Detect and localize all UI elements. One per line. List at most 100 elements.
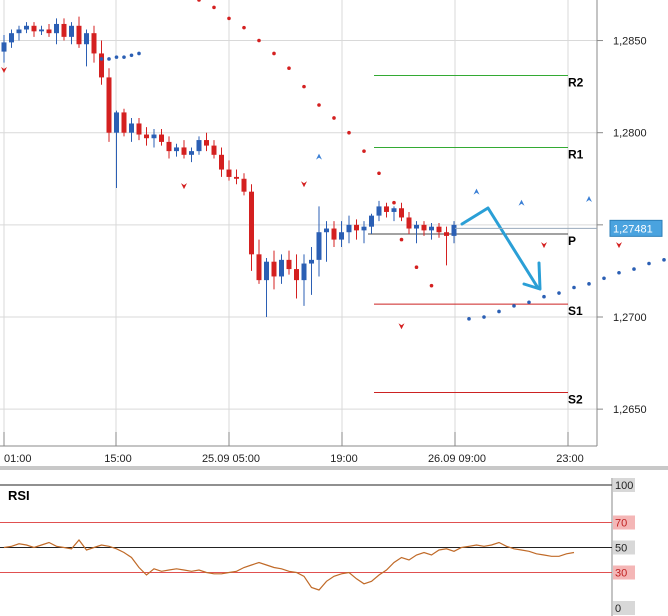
psar-dot-down [287, 66, 291, 70]
rsi-axis: 100 70 50 30 0 [613, 478, 635, 615]
psar-dot-up [617, 270, 621, 275]
candle-body [219, 154, 224, 170]
forecast-arrow-head [522, 261, 542, 291]
candle-body [444, 232, 449, 236]
psar-dot-down [414, 265, 419, 270]
psar-dot-down [272, 51, 276, 56]
forecast-arrow [460, 206, 542, 291]
psar-dot-up [587, 282, 591, 286]
rsi-tick-label: 50 [615, 543, 627, 555]
psar-dot-up [647, 261, 651, 266]
rsi-tick-box [613, 540, 635, 555]
psar-dot-up [527, 300, 531, 305]
candle-body [421, 224, 427, 231]
candle-body [114, 112, 119, 133]
fractal-up-marker [518, 199, 525, 206]
candle-body [151, 134, 157, 139]
candle-body [234, 176, 239, 179]
psar-dot-up [557, 291, 561, 295]
forecast-arrow-path [460, 206, 540, 290]
candle-body [136, 123, 142, 135]
psar-dot-up [114, 55, 119, 59]
pivot-label-r1: R1 [568, 147, 584, 161]
candle-body [331, 228, 337, 240]
time-tick-label: 15:00 [104, 453, 132, 465]
candle-body [159, 134, 164, 142]
psar-dot-down [392, 200, 396, 205]
psar-dot-down [242, 25, 246, 30]
candle-body [249, 191, 254, 255]
psar-dot-down [212, 5, 216, 10]
candle-body [361, 226, 367, 231]
candle-body [106, 77, 112, 133]
psar-dot-up [129, 53, 134, 58]
price-tick-label: 1,2850 [613, 36, 647, 48]
candle-body [316, 232, 322, 260]
candle-body [339, 232, 344, 240]
candle-body [99, 53, 104, 78]
price-plot-area [0, 0, 597, 446]
current-price-box [609, 219, 663, 237]
fractal-up-marker [316, 153, 322, 160]
price-tick-label: 1,2800 [613, 128, 647, 140]
psar-dot-down [197, 0, 201, 2]
fractal-down-marker [398, 323, 405, 330]
pivot-levels: R2 R1 P S1 S2 [368, 75, 584, 407]
pivot-label-s1: S1 [568, 304, 583, 318]
candle-body [196, 140, 202, 152]
fractal-down-marker [181, 183, 187, 190]
rsi-series-line [3, 539, 575, 591]
candle-body [294, 269, 299, 281]
candle-body [84, 33, 89, 45]
psar-dot-up [632, 267, 636, 271]
psar-dot-up [602, 276, 606, 281]
candle-body [1, 42, 7, 52]
psar-dot-up [572, 285, 576, 290]
rsi-tick-label: 100 [615, 480, 633, 492]
parabolic-sar [99, 0, 666, 321]
rsi-title: RSI [8, 488, 30, 503]
candle-body [91, 33, 97, 54]
fractal-down-marker [1, 67, 7, 74]
candle-body [391, 208, 397, 212]
candlesticks [1, 16, 457, 317]
candle-body [16, 29, 22, 34]
current-price-text: 1,27481 [613, 223, 653, 235]
rsi-tick-label: 70 [615, 518, 627, 530]
candle-body [9, 33, 14, 43]
psar-dot-up [512, 304, 516, 308]
candle-body [226, 169, 232, 177]
candle-body [24, 25, 29, 30]
candle-body [166, 141, 172, 152]
psar-dot-up [107, 57, 111, 61]
time-tick-label: 25.09 05:00 [202, 453, 260, 465]
fractal-up-marker [586, 196, 592, 203]
candle-body [174, 147, 179, 152]
psar-dot-down [347, 130, 351, 135]
rsi-line [3, 539, 575, 591]
rsi-tick-label: 0 [615, 603, 621, 615]
panel-separator[interactable] [0, 466, 668, 470]
candle-body [436, 226, 442, 233]
psar-dot-up [662, 258, 666, 262]
candle-body [61, 23, 67, 37]
fractal-up-marker [473, 188, 480, 195]
candle-body [76, 25, 82, 45]
candle-body [241, 178, 247, 192]
psar-dot-up [467, 317, 471, 321]
candle-body [39, 29, 44, 32]
psar-dot-down [332, 116, 336, 120]
candle-body [181, 147, 187, 155]
pivot-label-s2: S2 [568, 393, 583, 407]
psar-dot-down [257, 38, 261, 43]
price-tick-label: 1,2650 [613, 404, 647, 416]
psar-dot-down [362, 149, 366, 153]
candle-body [309, 259, 314, 264]
candle-body [324, 228, 329, 233]
candle-body [264, 261, 269, 281]
psar-dot-up [497, 309, 501, 314]
psar-dot-down [377, 171, 381, 176]
fractal-down-marker [616, 242, 622, 249]
